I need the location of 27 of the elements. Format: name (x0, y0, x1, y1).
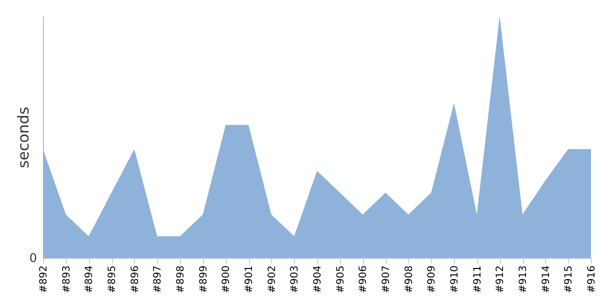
x-tick-label: #906 (358, 266, 370, 293)
x-tick-label: #905 (335, 266, 346, 293)
x-tick-label: #894 (84, 266, 96, 293)
x-tick-label: #903 (290, 266, 301, 293)
x-tick-label: #892 (38, 266, 50, 293)
x-tick-label: #895 (107, 266, 118, 293)
x-tick-label: #916 (586, 266, 598, 293)
x-tick-label: #911 (472, 266, 484, 293)
x-tick-label: #909 (426, 266, 438, 293)
x-tick-label: #908 (404, 266, 415, 293)
x-tick-label: #914 (540, 266, 552, 293)
y-axis-title: seconds (14, 106, 32, 168)
x-tick-label: #897 (152, 266, 164, 293)
x-tick-label: #899 (198, 266, 210, 293)
x-tick-label: #902 (266, 266, 278, 293)
x-tick-label: #901 (244, 266, 255, 293)
x-tick-label: #912 (495, 266, 506, 293)
x-tick-label: #915 (564, 266, 575, 293)
x-tick-label: #910 (450, 266, 460, 293)
x-tick-label: #900 (221, 266, 232, 293)
x-tick-label: #913 (518, 266, 529, 293)
x-tick-label: #907 (381, 266, 392, 293)
x-tick-label: #893 (61, 266, 72, 293)
x-tick-label: #898 (176, 266, 186, 293)
x-tick-label: #904 (312, 266, 324, 293)
text: 0 (29, 251, 37, 265)
x-tick-label: #896 (130, 266, 141, 293)
